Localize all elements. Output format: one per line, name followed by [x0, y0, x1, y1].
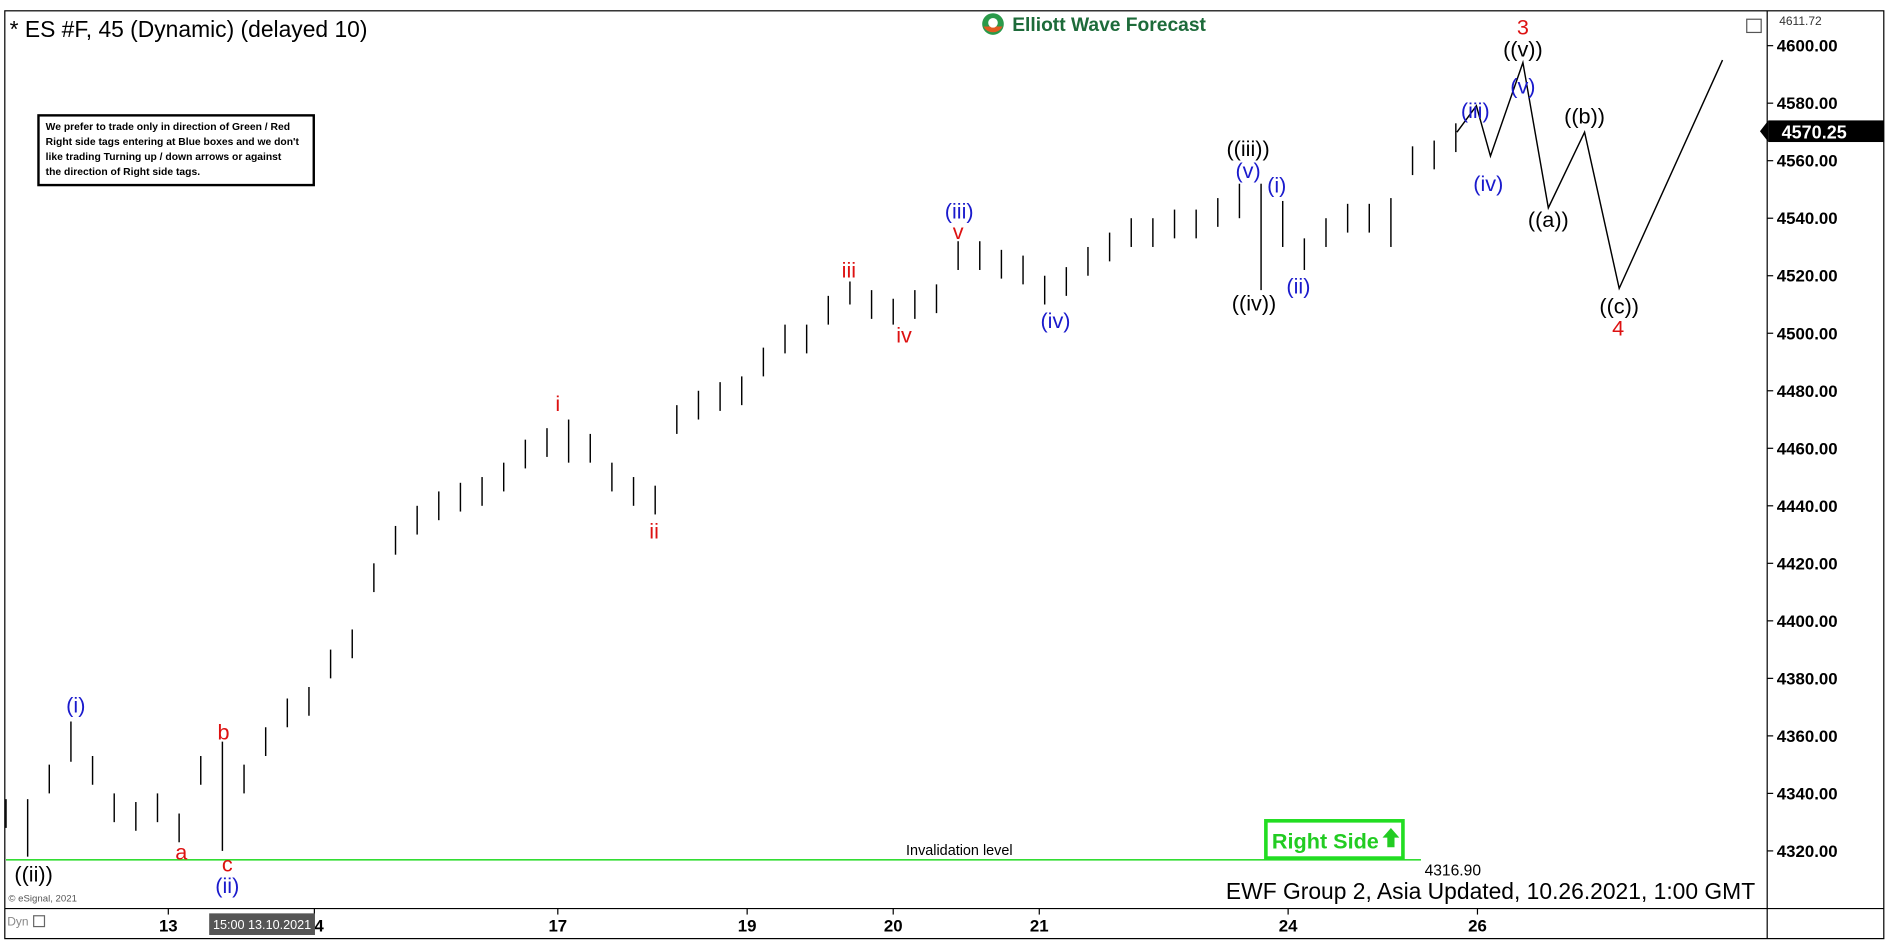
- frame: [4, 10, 1885, 940]
- y-tick-label: 4540.00: [1777, 209, 1838, 228]
- x-tick-label: 24: [1279, 916, 1298, 935]
- wave-label: v: [953, 219, 964, 244]
- y-tick-label: 4400.00: [1777, 612, 1838, 631]
- wave-label: (iv): [1040, 308, 1070, 333]
- note-text: We prefer to trade only in direction of …: [46, 122, 300, 178]
- wave-label: (i): [66, 693, 85, 718]
- logo-icon-part: [983, 26, 1003, 33]
- x-tick-label: 21: [1030, 916, 1049, 935]
- cursor-label-box: [209, 913, 315, 935]
- wave-label: ((iii)): [1226, 136, 1269, 161]
- badge-text: Right Side: [1272, 828, 1379, 853]
- mode-button[interactable]: [33, 915, 46, 928]
- wave-label: ((v)): [1503, 37, 1543, 62]
- y-tick-label: 4580.00: [1777, 94, 1838, 113]
- y-tick-label: 4500.00: [1777, 324, 1838, 343]
- wave-label: (iv): [1473, 171, 1503, 196]
- y-tick-label: 4440.00: [1777, 497, 1838, 516]
- y-tick-label: 4420.00: [1777, 554, 1838, 573]
- x-tick-label: 19: [738, 916, 757, 935]
- wave-label: (v): [1510, 73, 1535, 98]
- invalidation-text: Invalidation level: [906, 843, 1013, 859]
- wave-label: (v): [1235, 158, 1260, 183]
- y-tick-label: 4360.00: [1777, 727, 1838, 746]
- wave-label: iii: [842, 257, 856, 282]
- note-line: like trading Turning up / down arrows or…: [46, 152, 282, 163]
- note-box: [37, 114, 315, 187]
- copyright: © eSignal, 2021: [8, 893, 77, 904]
- wave-label: (i): [1267, 172, 1286, 197]
- y-tick-label: 4460.00: [1777, 439, 1838, 458]
- wave-label: (ii): [1286, 273, 1310, 298]
- x-tick-label: 26: [1468, 916, 1487, 935]
- y-tick-label: 4380.00: [1777, 669, 1838, 688]
- wave-label: 3: [1517, 15, 1529, 40]
- logo-icon-center: [988, 18, 998, 28]
- note-line: Right side tags entering at Blue boxes a…: [46, 137, 300, 148]
- wave-label: (iii): [1461, 98, 1490, 123]
- wave-label: (ii): [215, 873, 239, 898]
- wave-label: ((ii)): [14, 861, 52, 886]
- y-tick-label: 4480.00: [1777, 382, 1838, 401]
- plot: [5, 59, 1724, 861]
- footer: EWF Group 2, Asia Updated, 10.26.2021, 1…: [1226, 878, 1755, 904]
- wave-label: iv: [896, 322, 912, 347]
- wave-label: ii: [649, 518, 659, 543]
- x-tick-label: 17: [548, 916, 567, 935]
- cursor-label: 15:00 13.10.2021: [213, 918, 311, 932]
- note-line: the direction of Right side tags.: [46, 167, 201, 178]
- wave-label: ((c)): [1599, 294, 1639, 319]
- y-tick-label: 4560.00: [1777, 152, 1838, 171]
- chart-title: * ES #F, 45 (Dynamic) (delayed 10): [10, 16, 368, 42]
- brand-name: Elliott Wave Forecast: [1012, 15, 1206, 36]
- last-price-pointer: [1759, 120, 1769, 143]
- wave-label: a: [175, 840, 188, 865]
- wave-label: (iii): [945, 199, 974, 224]
- wave-label: i: [555, 391, 560, 416]
- wave-label: b: [217, 719, 229, 744]
- wave-label: c: [222, 852, 233, 877]
- y-tick-label: 4320.00: [1777, 842, 1838, 861]
- x-tick-label: 13: [159, 916, 178, 935]
- right-side-badge: [1264, 819, 1405, 860]
- wave-label: ((iv)): [1232, 291, 1276, 316]
- last-price-box: [1768, 120, 1884, 143]
- badge-arrow: [1382, 828, 1400, 848]
- y-tick-label: 4600.00: [1777, 37, 1838, 56]
- mode-label: Dyn: [7, 914, 28, 928]
- y-axis-top-label: 4611.72: [1779, 14, 1822, 28]
- x-tick-label: 20: [884, 916, 903, 935]
- brand-logo: Elliott Wave Forecast: [982, 13, 1207, 36]
- wave-label: 4: [1612, 315, 1624, 340]
- y-tick-label: 4520.00: [1777, 267, 1838, 286]
- y-tick-label: 4340.00: [1777, 784, 1838, 803]
- last-price-label: 4570.25: [1782, 122, 1847, 142]
- projection-line: [1456, 59, 1724, 291]
- wave-label: ((a)): [1528, 207, 1569, 232]
- window-button[interactable]: [1746, 18, 1762, 34]
- note-line: We prefer to trade only in direction of …: [46, 122, 290, 133]
- wave-label: ((b)): [1564, 104, 1605, 129]
- invalidation-value: 4316.90: [1425, 862, 1482, 879]
